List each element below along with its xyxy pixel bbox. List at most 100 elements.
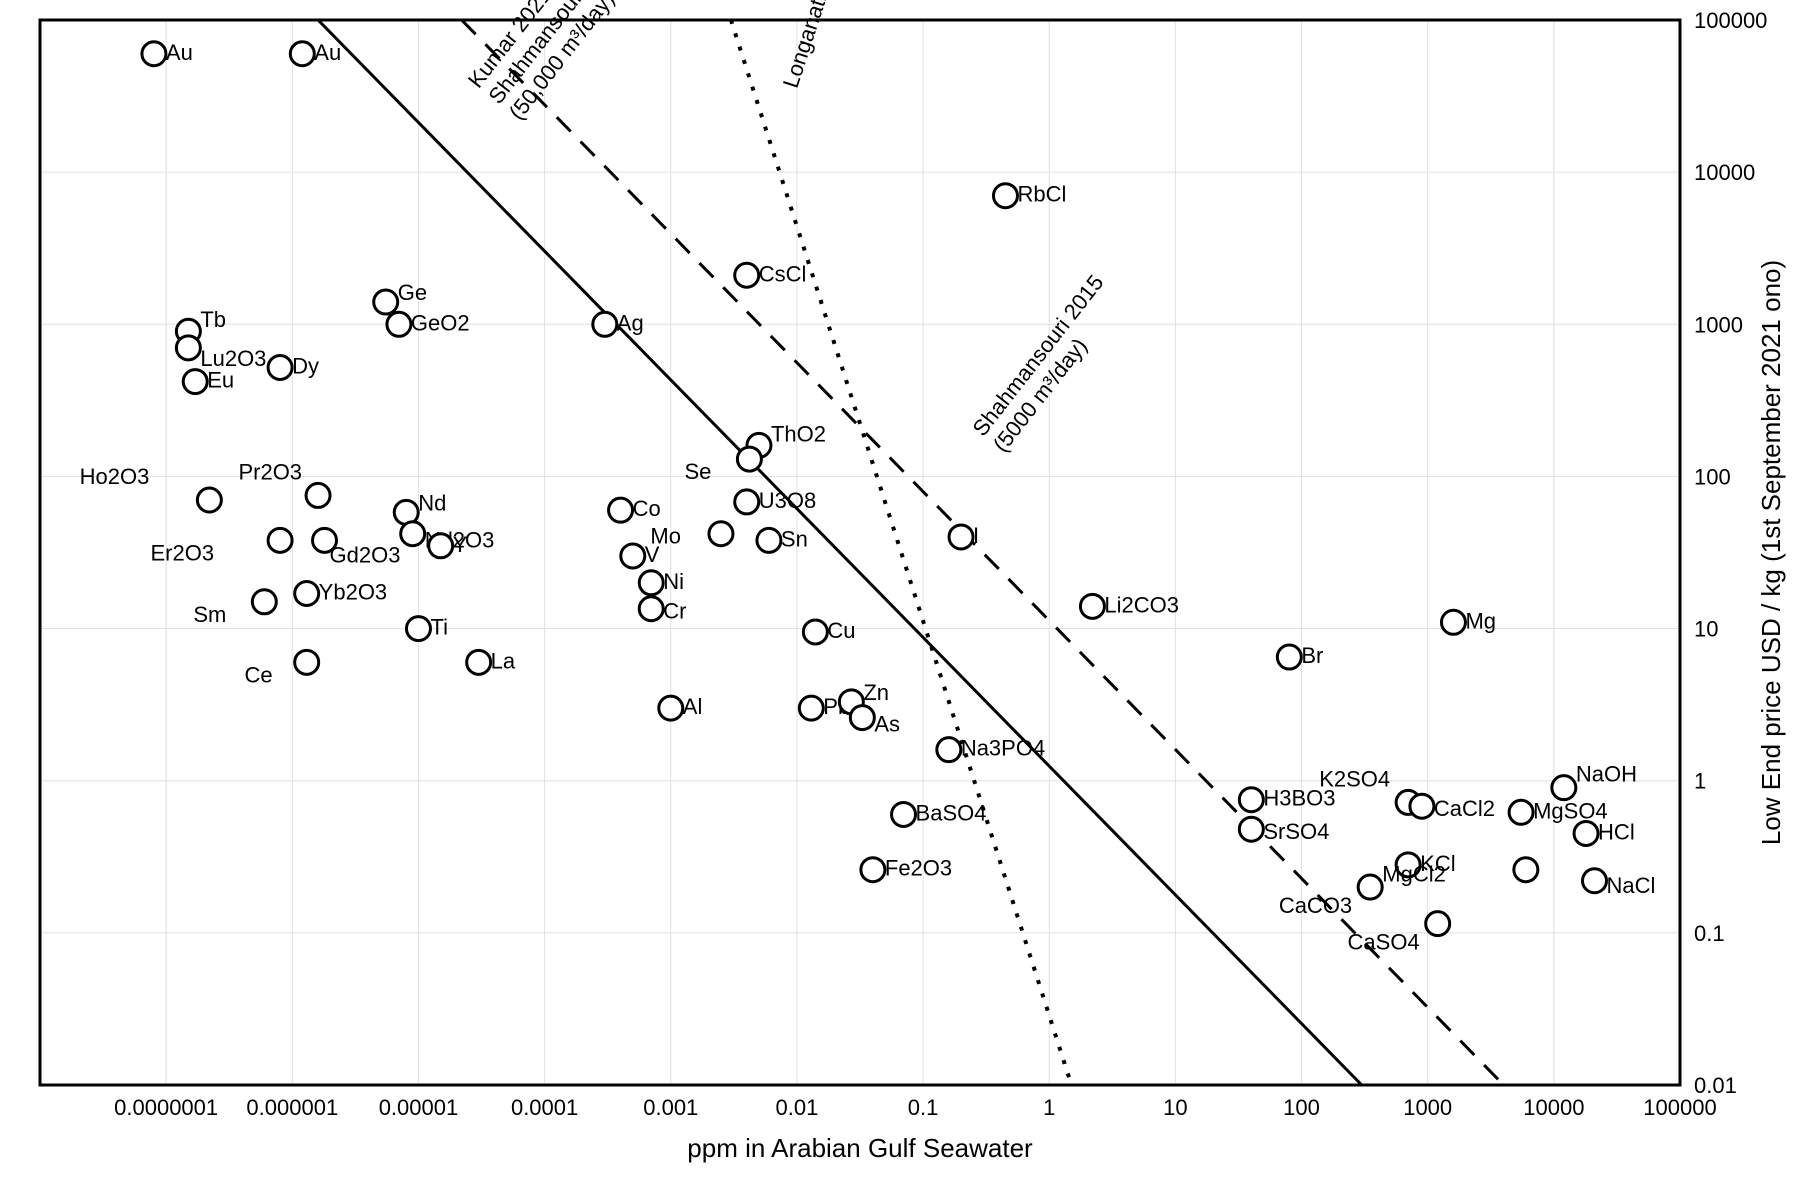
data-point [735, 490, 759, 514]
chart-svg: 0.0000001 0.000001 0.00001 0.0001 0.001 0.01 0… [0, 0, 1800, 1183]
data-point-label: GeO2 [411, 310, 470, 335]
data-point [429, 534, 453, 558]
reference-line-label: Longanathan 2017 [778, 0, 858, 91]
data-point [176, 336, 200, 360]
data-point-label: CsCl [759, 261, 807, 286]
data-point-label: Sn [781, 526, 808, 551]
data-point [1239, 788, 1263, 812]
data-point-label: Mg [1465, 608, 1496, 633]
data-point-label: Eu [207, 368, 234, 393]
data-point-label: Ti [430, 615, 448, 640]
data-point [737, 447, 761, 471]
data-point-label: I [973, 523, 979, 548]
x-tick-label: 0.0001 [511, 1095, 578, 1120]
data-point [639, 597, 663, 621]
data-point-label: Y [453, 532, 468, 557]
data-point [1582, 869, 1606, 893]
data-point-label: Co [633, 496, 661, 521]
data-point [892, 802, 916, 826]
x-tick-label: 1 [1043, 1095, 1055, 1120]
data-point-label: Dy [292, 353, 319, 378]
data-point-label: Ni [663, 569, 684, 594]
data-point-label: HCl [1598, 819, 1635, 844]
data-point [709, 522, 733, 546]
data-point [295, 582, 319, 606]
data-point-label: ThO2 [771, 421, 826, 446]
data-point [268, 355, 292, 379]
data-point-label: NaCl [1606, 873, 1655, 898]
y-tick-label: 10000 [1694, 160, 1755, 185]
data-point-label: Er2O3 [150, 540, 214, 565]
data-point [197, 488, 221, 512]
scatter-chart: 0.0000001 0.000001 0.00001 0.0001 0.001 0.01 0… [0, 0, 1800, 1183]
data-point [467, 650, 491, 674]
data-point [1509, 800, 1533, 824]
data-point [639, 571, 663, 595]
data-point-label: Nd [418, 490, 446, 515]
data-point [609, 498, 633, 522]
data-point [306, 483, 330, 507]
data-point-label: SrSO4 [1263, 819, 1329, 844]
data-point-label: Zn [863, 680, 889, 705]
y-tick-label: 0.1 [1694, 921, 1725, 946]
data-point [803, 620, 827, 644]
data-point [1552, 776, 1576, 800]
data-point [850, 706, 874, 730]
x-tick-label: 0.001 [643, 1095, 698, 1120]
data-point-label: La [491, 648, 516, 673]
data-point-label: Al [683, 694, 703, 719]
x-tick-label: 100000 [1643, 1095, 1716, 1120]
data-point-label: Tb [200, 307, 226, 332]
y-tick-label: 10 [1694, 617, 1718, 642]
data-point [621, 544, 645, 568]
data-point-label: As [874, 712, 900, 737]
data-point-label: Cr [663, 599, 686, 624]
data-point [593, 312, 617, 336]
x-tick-label: 0.000001 [246, 1095, 338, 1120]
data-point-label: MgCl2 [1382, 862, 1446, 887]
data-point [142, 42, 166, 66]
data-point-label: Sm [193, 602, 226, 627]
data-point-label: BaSO4 [916, 800, 987, 825]
y-tick-label: 1 [1694, 769, 1706, 794]
data-point [387, 312, 411, 336]
data-point-label: Yb2O3 [319, 580, 388, 605]
data-point-label: Au [314, 40, 341, 65]
x-tick-label: 0.00001 [379, 1095, 459, 1120]
data-point [1574, 821, 1598, 845]
data-point-label: Pr2O3 [238, 459, 302, 484]
data-point [1441, 610, 1465, 634]
data-point-label: Ho2O3 [80, 464, 150, 489]
data-point-label: Au [166, 40, 193, 65]
data-point [1426, 912, 1450, 936]
data-point [252, 590, 276, 614]
data-point [183, 370, 207, 394]
y-tick-label: 1000 [1694, 312, 1743, 337]
x-tick-label: 1000 [1403, 1095, 1452, 1120]
data-point-label: CaCl2 [1434, 796, 1495, 821]
data-point-label: Ce [245, 662, 273, 687]
data-point-label: Fe2O3 [885, 856, 952, 881]
y-tick-label: 100000 [1694, 8, 1767, 33]
data-point-label: Mo [650, 524, 681, 549]
x-axis-label: ppm in Arabian Gulf Seawater [687, 1133, 1033, 1163]
data-point-label: Se [684, 459, 711, 484]
data-point [1239, 817, 1263, 841]
svg-text:Longanathan 2017: Longanathan 2017 [778, 0, 858, 91]
data-point-label: Li2CO3 [1104, 592, 1179, 617]
x-tick-label: 100 [1283, 1095, 1320, 1120]
data-point [937, 738, 961, 762]
data-point-label: Br [1301, 643, 1323, 668]
reference-line [731, 20, 1071, 1085]
x-tick-label: 0.01 [776, 1095, 819, 1120]
data-point [757, 528, 781, 552]
data-point [1410, 794, 1434, 818]
data-point [799, 696, 823, 720]
x-tick-label: 0.0000001 [114, 1095, 218, 1120]
reference-line [462, 20, 1504, 1085]
data-point [1277, 645, 1301, 669]
x-tick-label: 10000 [1523, 1095, 1584, 1120]
x-tick-label: 10 [1163, 1095, 1187, 1120]
y-tick-label: 0.01 [1694, 1073, 1737, 1098]
data-point-label: RbCl [1017, 182, 1066, 207]
